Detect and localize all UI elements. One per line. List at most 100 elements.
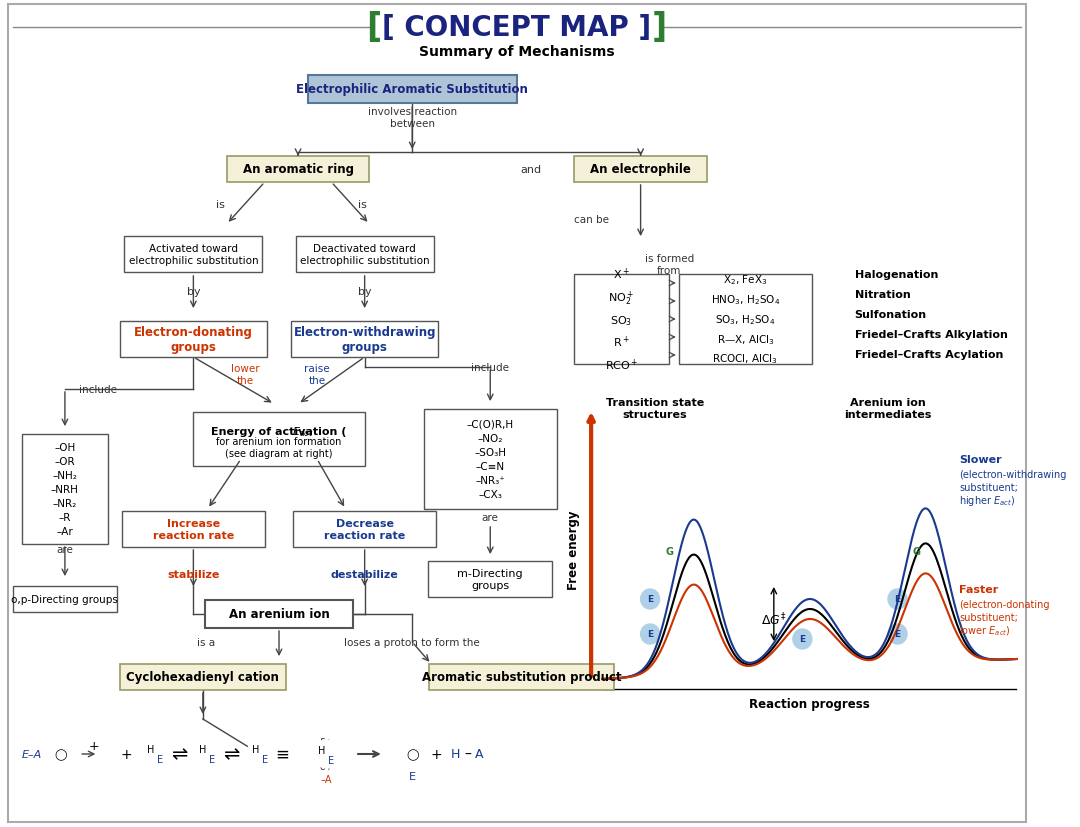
FancyBboxPatch shape <box>22 434 108 544</box>
Text: Electron-withdrawing
groups: Electron-withdrawing groups <box>294 326 436 354</box>
Text: by: by <box>187 287 200 297</box>
Text: Arenium ion
intermediates: Arenium ion intermediates <box>845 398 932 419</box>
Circle shape <box>640 590 660 609</box>
Circle shape <box>246 740 273 768</box>
Text: stabilize: stabilize <box>167 569 219 579</box>
Text: raise
the: raise the <box>305 364 329 385</box>
FancyBboxPatch shape <box>573 275 670 365</box>
Text: [ CONCEPT MAP ]: [ CONCEPT MAP ] <box>382 14 651 42</box>
Text: Nitration: Nitration <box>854 289 910 299</box>
Circle shape <box>640 624 660 644</box>
Text: and: and <box>521 165 542 174</box>
Text: Halogenation: Halogenation <box>854 270 939 280</box>
Text: is: is <box>359 200 367 210</box>
Text: H: H <box>252 744 259 754</box>
Text: Aromatic substitution product: Aromatic substitution product <box>422 671 621 684</box>
Text: Free energy: Free energy <box>567 509 581 589</box>
Text: ◯: ◯ <box>54 748 66 760</box>
Text: –: – <box>464 747 471 761</box>
Text: are: are <box>56 544 73 554</box>
Text: o,p-Directing groups: o,p-Directing groups <box>12 595 119 605</box>
Text: is a: is a <box>197 638 215 648</box>
Text: ≡: ≡ <box>275 745 288 763</box>
FancyBboxPatch shape <box>573 157 707 183</box>
Text: An arenium ion: An arenium ion <box>229 608 329 621</box>
Text: E: E <box>894 595 901 604</box>
Text: Electrophilic Aromatic Substitution: Electrophilic Aromatic Substitution <box>296 84 528 97</box>
Text: +: + <box>121 747 133 761</box>
FancyBboxPatch shape <box>429 664 615 691</box>
Text: H: H <box>199 744 206 754</box>
Text: are: are <box>482 513 499 523</box>
Circle shape <box>313 740 340 768</box>
Text: –C(O)R,H
–NO₂
–SO₃H
–C≡N
–NR₃⁺
–CX₃: –C(O)R,H –NO₂ –SO₃H –C≡N –NR₃⁺ –CX₃ <box>467 419 514 500</box>
Text: by: by <box>357 287 372 297</box>
FancyBboxPatch shape <box>120 664 286 691</box>
Text: X$^+$
NO$_2^+$
SO$_3$
R$^+$
RCO$^+$: X$^+$ NO$_2^+$ SO$_3$ R$^+$ RCO$^+$ <box>605 266 638 372</box>
Text: ]: ] <box>652 12 667 45</box>
Text: E: E <box>647 629 653 638</box>
Text: δ+: δ+ <box>320 737 334 747</box>
Text: +: + <box>89 739 98 753</box>
Text: E: E <box>261 754 268 764</box>
Text: loses a proton to form the: loses a proton to form the <box>345 638 481 648</box>
Text: lower
the: lower the <box>231 364 260 385</box>
Circle shape <box>793 629 812 649</box>
Text: Increase
reaction rate: Increase reaction rate <box>152 519 234 540</box>
Text: Friedel–Crafts Alkylation: Friedel–Crafts Alkylation <box>854 330 1008 340</box>
Text: E: E <box>408 771 416 781</box>
Text: include: include <box>79 385 118 394</box>
Text: (electron-withdrawing: (electron-withdrawing <box>959 470 1067 480</box>
Text: substituent;: substituent; <box>959 482 1018 492</box>
Text: Sulfonation: Sulfonation <box>854 309 927 319</box>
Circle shape <box>399 740 426 768</box>
Text: Summary of Mechanisms: Summary of Mechanisms <box>419 45 615 59</box>
Text: H: H <box>450 748 460 761</box>
FancyBboxPatch shape <box>124 237 262 273</box>
FancyBboxPatch shape <box>294 511 436 547</box>
Text: –A: –A <box>321 774 333 784</box>
Text: lower $E_{act}$): lower $E_{act}$) <box>959 624 1011 637</box>
Text: A: A <box>474 748 483 761</box>
Text: H: H <box>147 744 154 754</box>
Text: can be: can be <box>573 215 609 225</box>
Text: [: [ <box>366 12 382 45</box>
Text: E: E <box>647 595 653 604</box>
Text: E: E <box>157 754 163 764</box>
Text: Decrease
reaction rate: Decrease reaction rate <box>324 519 405 540</box>
FancyBboxPatch shape <box>8 5 1026 822</box>
Text: (electron-donating: (electron-donating <box>959 600 1050 609</box>
Text: X$_2$, FeX$_3$
HNO$_3$, H$_2$SO$_4$
SO$_3$, H$_2$SO$_4$
R—X, AlCl$_3$
RCOCl, AlC: X$_2$, FeX$_3$ HNO$_3$, H$_2$SO$_4$ SO$_… <box>711 273 780 366</box>
Text: Cyclohexadienyl cation: Cyclohexadienyl cation <box>126 671 280 684</box>
Text: E: E <box>894 629 901 638</box>
Text: higher $E_{act}$): higher $E_{act}$) <box>959 494 1015 508</box>
Text: –OH
–OR
–NH₂
–NRH
–NR₂
–R
–Ar: –OH –OR –NH₂ –NRH –NR₂ –R –Ar <box>51 442 79 537</box>
FancyBboxPatch shape <box>308 76 517 104</box>
Text: m-Directing
groups: m-Directing groups <box>458 568 523 590</box>
Text: Electron-donating
groups: Electron-donating groups <box>134 326 253 354</box>
Text: Friedel–Crafts Acylation: Friedel–Crafts Acylation <box>854 350 1003 360</box>
Text: ◯: ◯ <box>406 748 418 760</box>
Text: destabilize: destabilize <box>330 569 399 579</box>
Text: +: + <box>430 747 442 761</box>
Text: G: G <box>665 547 673 557</box>
Text: Faster: Faster <box>959 585 999 595</box>
Text: Activated toward
electrophilic substitution: Activated toward electrophilic substitut… <box>129 244 258 265</box>
FancyBboxPatch shape <box>120 322 267 357</box>
Text: E–A: E–A <box>22 749 42 759</box>
Text: $\Delta G^{‡}$: $\Delta G^{‡}$ <box>761 611 786 628</box>
Text: involves reaction
between: involves reaction between <box>367 107 457 129</box>
Circle shape <box>46 740 73 768</box>
Circle shape <box>888 624 907 644</box>
Text: Deactivated toward
electrophilic substitution: Deactivated toward electrophilic substit… <box>300 244 430 265</box>
Text: H: H <box>319 745 325 755</box>
Text: An aromatic ring: An aromatic ring <box>243 163 353 176</box>
FancyBboxPatch shape <box>291 322 438 357</box>
Text: ⇌: ⇌ <box>224 744 240 763</box>
Text: G: G <box>913 547 920 557</box>
Text: $E_{act}$: $E_{act}$ <box>292 424 313 438</box>
FancyBboxPatch shape <box>227 157 369 183</box>
Text: δ+: δ+ <box>320 761 334 771</box>
FancyBboxPatch shape <box>678 275 812 365</box>
Text: Energy of activation (: Energy of activation ( <box>212 427 347 437</box>
